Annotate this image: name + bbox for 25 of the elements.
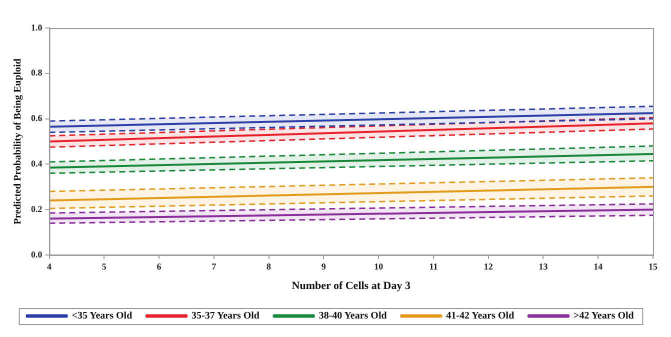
- x-tick-label: 11: [429, 262, 438, 272]
- x-tick-label: 10: [374, 262, 384, 272]
- x-tick-label: 15: [648, 262, 658, 272]
- y-tick-label: 0.0: [31, 249, 43, 260]
- legend-label: >42 Years Old: [573, 310, 634, 322]
- legend-label: 35-37 Years Old: [192, 310, 260, 322]
- y-axis-title: Predicted Probability of Being Euploid: [12, 58, 24, 224]
- y-tick-label: 0.2: [31, 204, 43, 214]
- y-tick-label: 0.6: [31, 113, 43, 124]
- x-tick-label: 5: [102, 262, 107, 272]
- y-tick-label: 1.0: [31, 22, 43, 32]
- x-tick-label: 8: [266, 262, 272, 272]
- y-tick-label: 0.4: [31, 158, 43, 169]
- x-tick-label: 7: [212, 262, 217, 272]
- x-tick-label: 14: [594, 262, 604, 272]
- x-axis-title: Number of Cells at Day 3: [292, 280, 411, 292]
- x-tick-label: 6: [156, 262, 162, 272]
- x-tick-label: 4: [47, 262, 52, 272]
- y-tick-label: 0.8: [31, 68, 43, 78]
- x-tick-label: 13: [538, 262, 548, 272]
- x-tick-label: 9: [321, 262, 326, 272]
- legend-label: 41-42 Years Old: [446, 310, 515, 322]
- legend-label: <35 Years Old: [72, 310, 133, 322]
- x-tick-label: 12: [484, 262, 494, 272]
- legend-label: 38-40 Years Old: [318, 310, 388, 322]
